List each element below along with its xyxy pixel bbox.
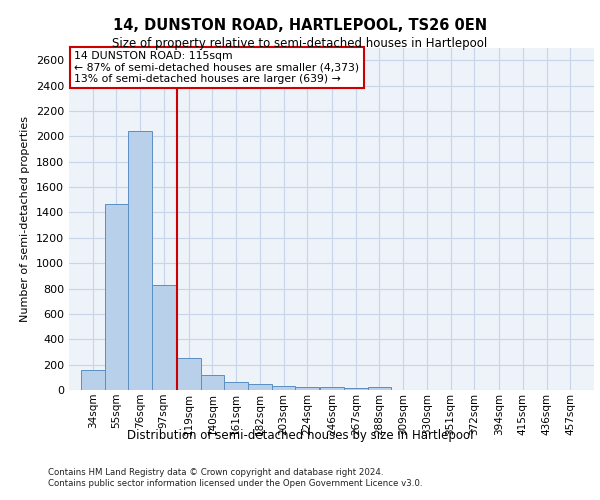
Text: 14, DUNSTON ROAD, HARTLEPOOL, TS26 0EN: 14, DUNSTON ROAD, HARTLEPOOL, TS26 0EN xyxy=(113,18,487,32)
Bar xyxy=(295,387,319,390)
Text: Contains HM Land Registry data © Crown copyright and database right 2024.
Contai: Contains HM Land Registry data © Crown c… xyxy=(48,468,422,487)
Text: Size of property relative to semi-detached houses in Hartlepool: Size of property relative to semi-detach… xyxy=(112,38,488,51)
Bar xyxy=(200,375,224,390)
Bar xyxy=(344,388,368,390)
Bar xyxy=(320,388,344,390)
Bar xyxy=(104,204,128,390)
Text: 14 DUNSTON ROAD: 115sqm
← 87% of semi-detached houses are smaller (4,373)
13% of: 14 DUNSTON ROAD: 115sqm ← 87% of semi-de… xyxy=(74,51,359,84)
Bar xyxy=(177,358,200,390)
Bar xyxy=(81,370,104,390)
Text: Distribution of semi-detached houses by size in Hartlepool: Distribution of semi-detached houses by … xyxy=(127,430,473,442)
Bar xyxy=(152,284,176,390)
Bar xyxy=(248,384,272,390)
Y-axis label: Number of semi-detached properties: Number of semi-detached properties xyxy=(20,116,31,322)
Bar xyxy=(128,131,152,390)
Bar xyxy=(272,386,295,390)
Bar xyxy=(224,382,248,390)
Bar xyxy=(368,387,391,390)
